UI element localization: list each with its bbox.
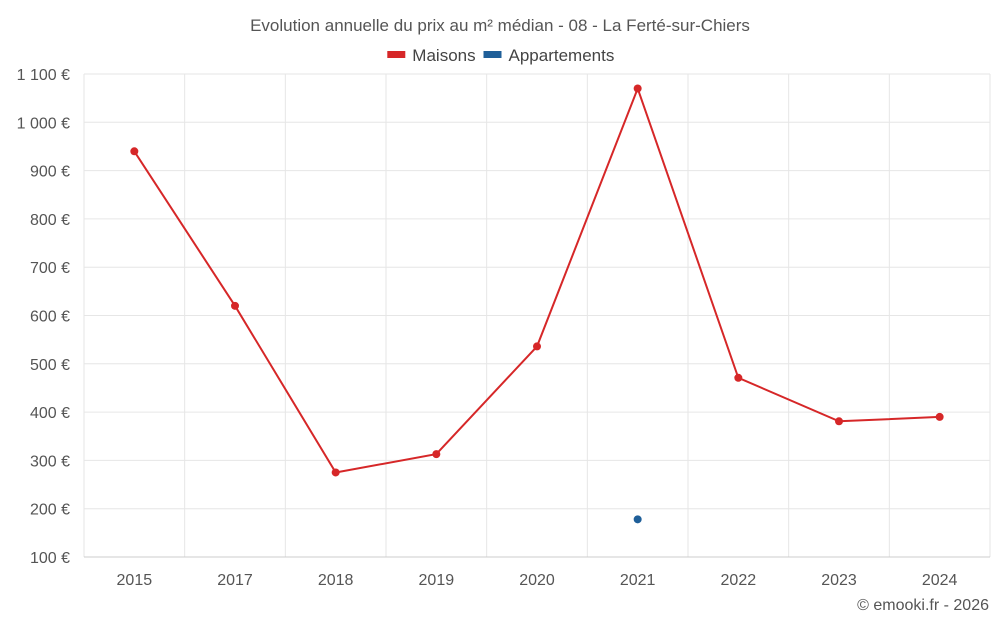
credit-text: © emooki.fr - 2026 bbox=[857, 597, 989, 614]
y-tick-label: 900 € bbox=[30, 164, 70, 181]
data-point[interactable] bbox=[734, 373, 743, 382]
data-point[interactable] bbox=[935, 412, 944, 421]
y-tick-label: 600 € bbox=[30, 309, 70, 326]
data-point[interactable] bbox=[231, 301, 239, 310]
legend-swatch bbox=[387, 51, 406, 58]
grid bbox=[83, 73, 991, 558]
y-tick-label: 100 € bbox=[30, 550, 70, 567]
legend-label: Maisons bbox=[412, 46, 475, 65]
y-tick-label: 200 € bbox=[30, 502, 70, 519]
x-tick-label: 2021 bbox=[620, 572, 656, 589]
data-point[interactable] bbox=[432, 450, 441, 459]
x-tick-label: 2020 bbox=[519, 572, 555, 589]
data-point[interactable] bbox=[533, 342, 541, 351]
legend-swatch bbox=[483, 51, 502, 58]
series-line bbox=[133, 85, 940, 474]
x-tick-label: 2017 bbox=[217, 572, 253, 589]
data-point[interactable] bbox=[633, 515, 642, 524]
x-tick-label: 2022 bbox=[721, 572, 757, 589]
data-point[interactable] bbox=[835, 417, 843, 426]
series-maisons bbox=[130, 84, 944, 477]
x-tick-label: 2015 bbox=[117, 572, 153, 589]
y-tick-label: 1 100 € bbox=[17, 67, 70, 84]
legend-item-maisons[interactable]: Maisons bbox=[387, 46, 476, 65]
legend: Maisons Appartements bbox=[387, 46, 614, 65]
data-point[interactable] bbox=[130, 147, 139, 156]
chart-title: Evolution annuelle du prix au m² médian … bbox=[250, 16, 750, 35]
y-tick-label: 800 € bbox=[30, 212, 70, 229]
series bbox=[130, 84, 944, 524]
x-tick-label: 2019 bbox=[419, 572, 455, 589]
y-tick-label: 700 € bbox=[30, 260, 70, 277]
y-tick-label: 500 € bbox=[30, 357, 70, 374]
x-tick-label: 2023 bbox=[821, 572, 857, 589]
legend-label: Appartements bbox=[509, 46, 615, 65]
y-tick-label: 300 € bbox=[30, 453, 70, 470]
series-appartements bbox=[633, 515, 642, 524]
x-axis: 2015 2017 2018 2019 2020 2021 2022 2023 2024 bbox=[84, 556, 990, 589]
x-tick-label: 2024 bbox=[922, 572, 958, 589]
legend-item-appartements[interactable]: Appartements bbox=[483, 46, 615, 65]
data-point[interactable] bbox=[331, 468, 340, 477]
y-axis: 100 € 200 € 300 € 400 € 500 € 600 € 700 € 800 €… bbox=[17, 67, 70, 567]
y-tick-label: 400 € bbox=[30, 405, 70, 422]
x-tick-label: 2018 bbox=[318, 572, 354, 589]
data-point[interactable] bbox=[633, 84, 642, 93]
y-tick-label: 1 000 € bbox=[17, 115, 70, 132]
